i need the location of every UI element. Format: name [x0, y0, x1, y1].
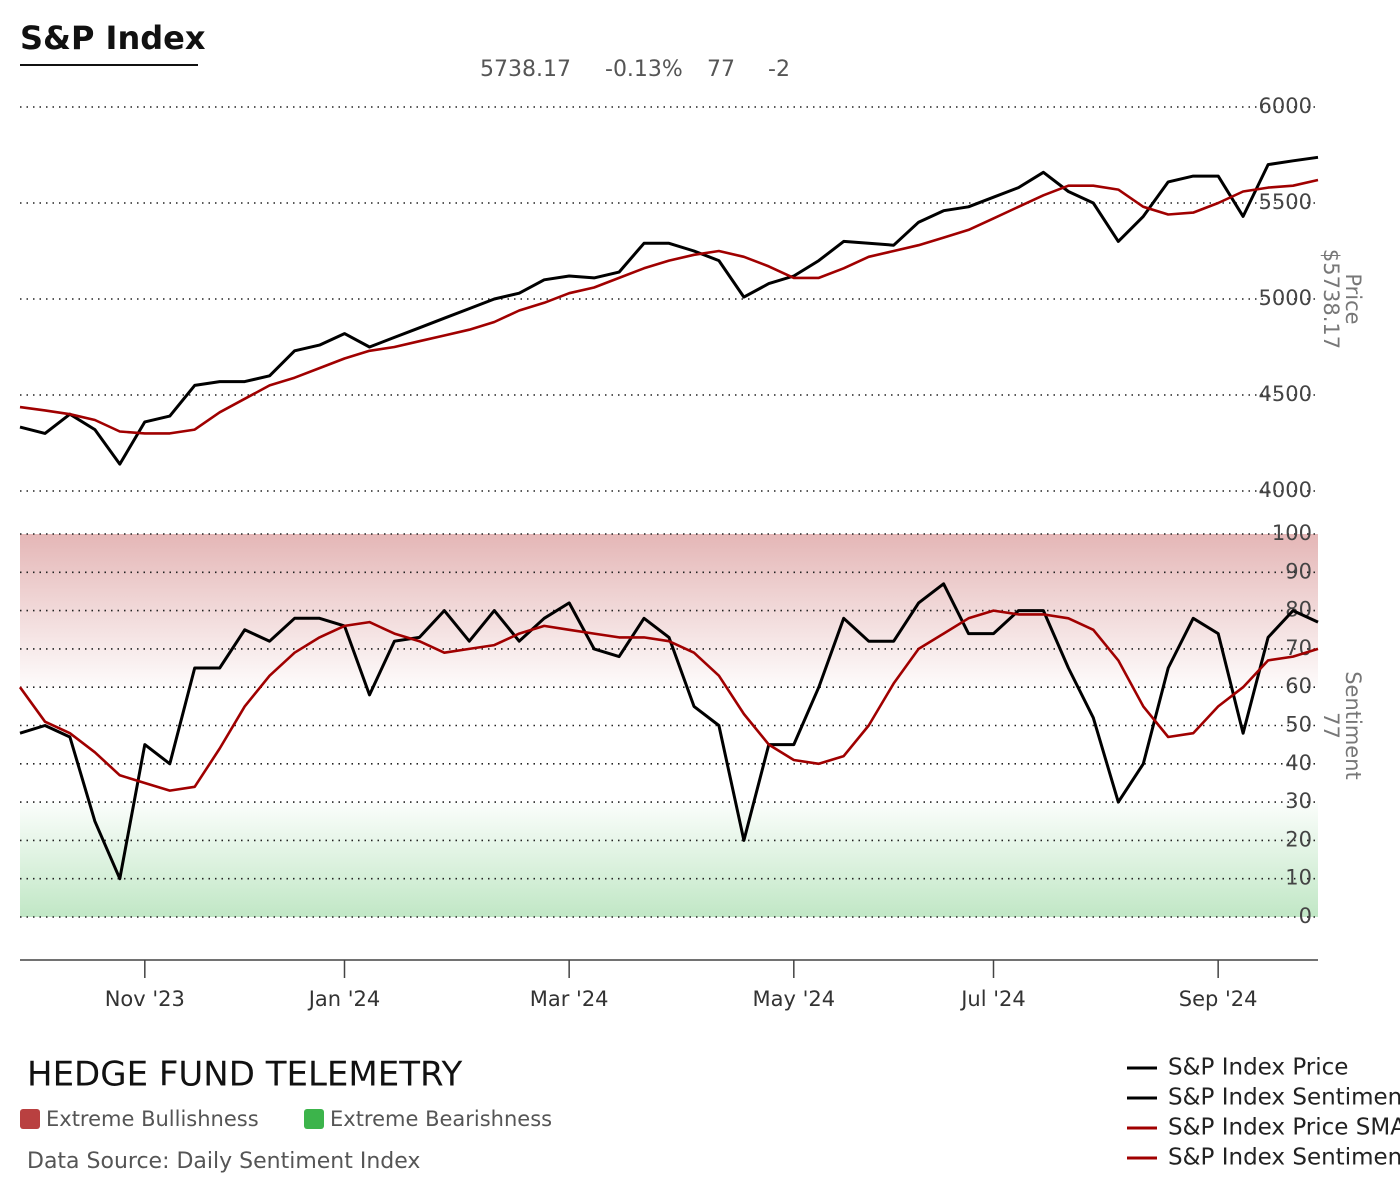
y-tick-label: 0 [1299, 904, 1312, 928]
y-axis-value: $5738.17 [1319, 249, 1343, 349]
y-tick-label: 90 [1285, 559, 1312, 583]
y-axis-title: Price [1341, 273, 1365, 324]
legend-label: S&P Index Sentiment SMA [1168, 1145, 1400, 1171]
zone [20, 534, 1318, 688]
y-tick-label: 100 [1272, 521, 1312, 545]
y-tick-label: 40 [1285, 751, 1312, 775]
series-line [19, 178, 1319, 435]
legend-label: S&P Index Price SMA [1168, 1115, 1400, 1141]
stat: 77 [707, 57, 735, 82]
legend-swatch [20, 1109, 40, 1129]
stat: -0.13% [605, 57, 683, 82]
stat: 5738.17 [480, 57, 571, 82]
x-tick-label: Nov '23 [105, 987, 185, 1011]
x-tick-label: Sep '24 [1179, 987, 1258, 1011]
y-tick-label: 4500 [1259, 382, 1312, 406]
y-tick-label: 5000 [1259, 286, 1312, 310]
legend-label: Extreme Bullishness [46, 1107, 259, 1131]
legend-label: S&P Index Sentiment [1168, 1085, 1400, 1111]
series-line [19, 155, 1319, 466]
series-line [19, 582, 1319, 881]
x-tick-label: Jul '24 [959, 987, 1026, 1011]
x-tick-label: Mar '24 [530, 987, 609, 1011]
source: Data Source: Daily Sentiment Index [27, 1149, 420, 1174]
x-tick-label: May '24 [753, 987, 836, 1011]
legend-swatch [304, 1109, 324, 1129]
y-tick-label: 5500 [1259, 190, 1312, 214]
y-axis-title: Sentiment [1341, 671, 1365, 780]
legend-label: S&P Index Price [1168, 1055, 1348, 1081]
y-axis-value: 77 [1319, 712, 1343, 739]
x-tick-label: Jan '24 [307, 987, 381, 1011]
stat: -2 [768, 57, 790, 82]
y-tick-label: 4000 [1259, 478, 1312, 502]
series-line [18, 609, 1319, 792]
chart-title: S&P Index [20, 19, 206, 57]
y-tick-label: 20 [1285, 827, 1312, 851]
y-tick-label: 30 [1285, 789, 1312, 813]
y-tick-label: 6000 [1259, 94, 1312, 118]
y-tick-label: 60 [1285, 674, 1312, 698]
y-tick-label: 50 [1285, 713, 1312, 737]
legend-label: Extreme Bearishness [330, 1107, 552, 1131]
y-tick-label: 10 [1285, 866, 1312, 890]
zone [20, 802, 1318, 917]
brand: HEDGE FUND TELEMETRY [27, 1055, 462, 1095]
